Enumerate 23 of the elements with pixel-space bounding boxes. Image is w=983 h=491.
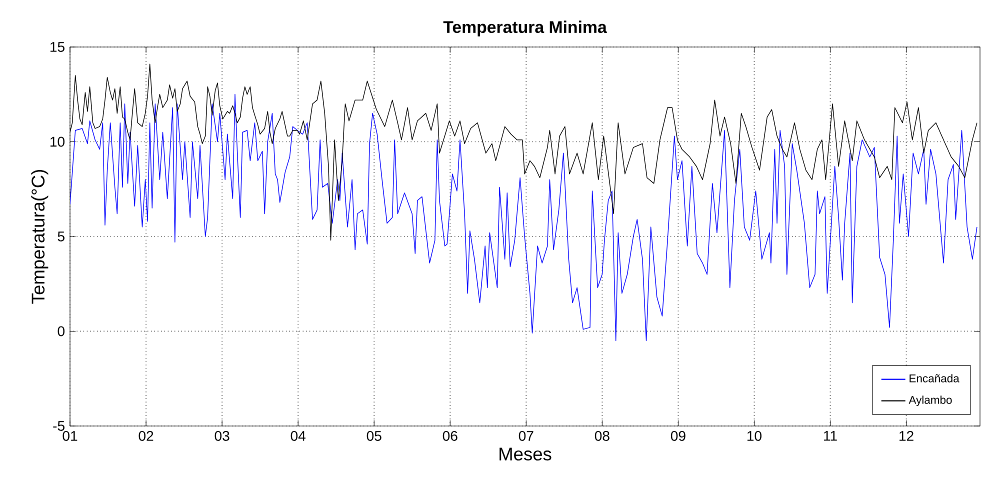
legend-label: Encañada	[910, 374, 960, 382]
legend-label: Aylambo	[908, 396, 952, 406]
x-tick-label: 12	[900, 430, 914, 441]
x-tick-label: 08	[594, 430, 610, 441]
chart-title: Temperatura Minima	[443, 20, 607, 36]
x-tick-label: 06	[442, 430, 458, 441]
y-tick-label: 5	[58, 232, 64, 242]
x-tick-label: 04	[290, 430, 306, 441]
x-tick-label: 09	[670, 430, 686, 441]
y-axis-title: Temperatura(°C)	[31, 170, 48, 304]
x-tick-label: 11	[824, 430, 837, 441]
y-tick-label: 15	[50, 42, 64, 52]
y-tick-label: -5	[53, 421, 64, 431]
x-tick-label: 03	[214, 430, 230, 441]
x-tick-label: 10	[747, 430, 762, 441]
x-tick-label: 05	[366, 430, 382, 441]
x-tick-label: 01	[62, 430, 78, 441]
x-tick-label: 02	[138, 430, 154, 441]
y-tick-label: 10	[50, 136, 65, 147]
x-tick-label: 07	[518, 430, 534, 441]
x-axis-title: Meses	[500, 448, 552, 460]
line-series	[70, 94, 978, 342]
y-tick-label: 0	[58, 326, 65, 336]
